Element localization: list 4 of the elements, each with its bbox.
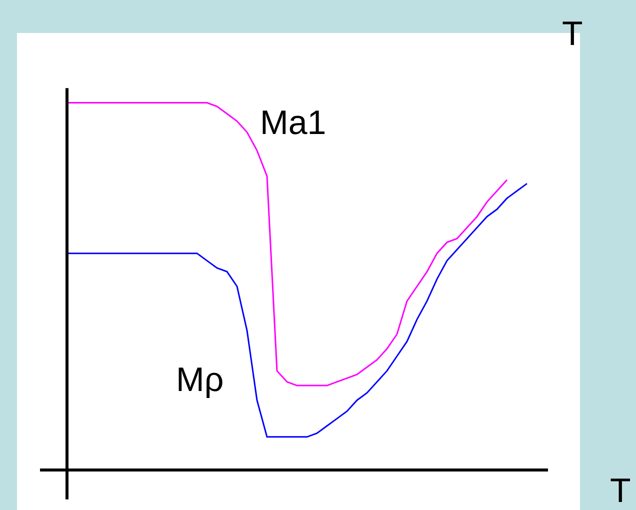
series-label: Mρ [176, 361, 224, 399]
x-axis-title: T [610, 472, 631, 510]
series-label: Ma1 [260, 104, 326, 142]
y-axis-title: T [562, 15, 583, 53]
